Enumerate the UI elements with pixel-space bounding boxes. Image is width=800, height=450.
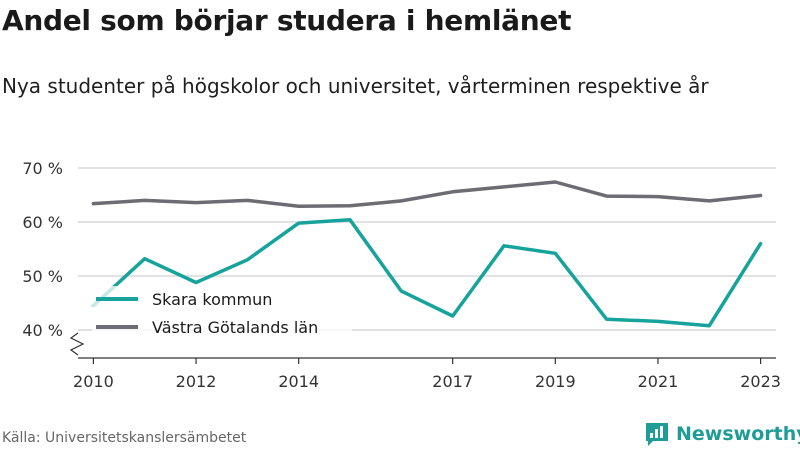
y-tick-label: 40 %	[22, 321, 63, 340]
x-tick-label: 2017	[432, 372, 473, 391]
x-tick-label: 2021	[638, 372, 679, 391]
legend-label: Skara kommun	[152, 290, 272, 309]
x-tick-label: 2023	[740, 372, 781, 391]
y-tick-label: 60 %	[22, 213, 63, 232]
newsworthy-logo-icon	[646, 423, 668, 446]
y-axis: 40 % 50 % 60 % 70 %	[22, 159, 85, 356]
axis-break-icon	[69, 332, 85, 356]
series-lines	[91, 180, 763, 328]
x-tick-label: 2010	[73, 372, 114, 391]
brand-name: Newsworthy	[676, 423, 800, 445]
legend-label: Västra Götalands län	[152, 318, 318, 337]
series-line-skara-kommun	[91, 218, 763, 328]
series-line-västra-götalands-län	[91, 180, 763, 209]
legend: Skara kommun Västra Götalands län	[92, 286, 352, 338]
chart-subtitle: Nya studenter på högskolor och universit…	[2, 74, 709, 98]
x-tick-label: 2012	[176, 372, 217, 391]
y-tick-label: 70 %	[22, 159, 63, 178]
x-tick-label: 2014	[278, 372, 319, 391]
chart-title: Andel som börjar studera i hemlänet	[2, 4, 572, 37]
y-tick-label: 50 %	[22, 267, 63, 286]
legend-background	[92, 286, 352, 338]
line-chart: 40 % 50 % 60 % 70 % 2010 2012 2014 2017 2019 202…	[22, 159, 781, 391]
x-tick-label: 2019	[535, 372, 576, 391]
source-note: Källa: Universitetskanslersämbetet	[2, 430, 247, 446]
x-axis: 2010 2012 2014 2017 2019 2021 2023	[73, 357, 781, 391]
brand-logo: Newsworthy	[644, 420, 800, 448]
